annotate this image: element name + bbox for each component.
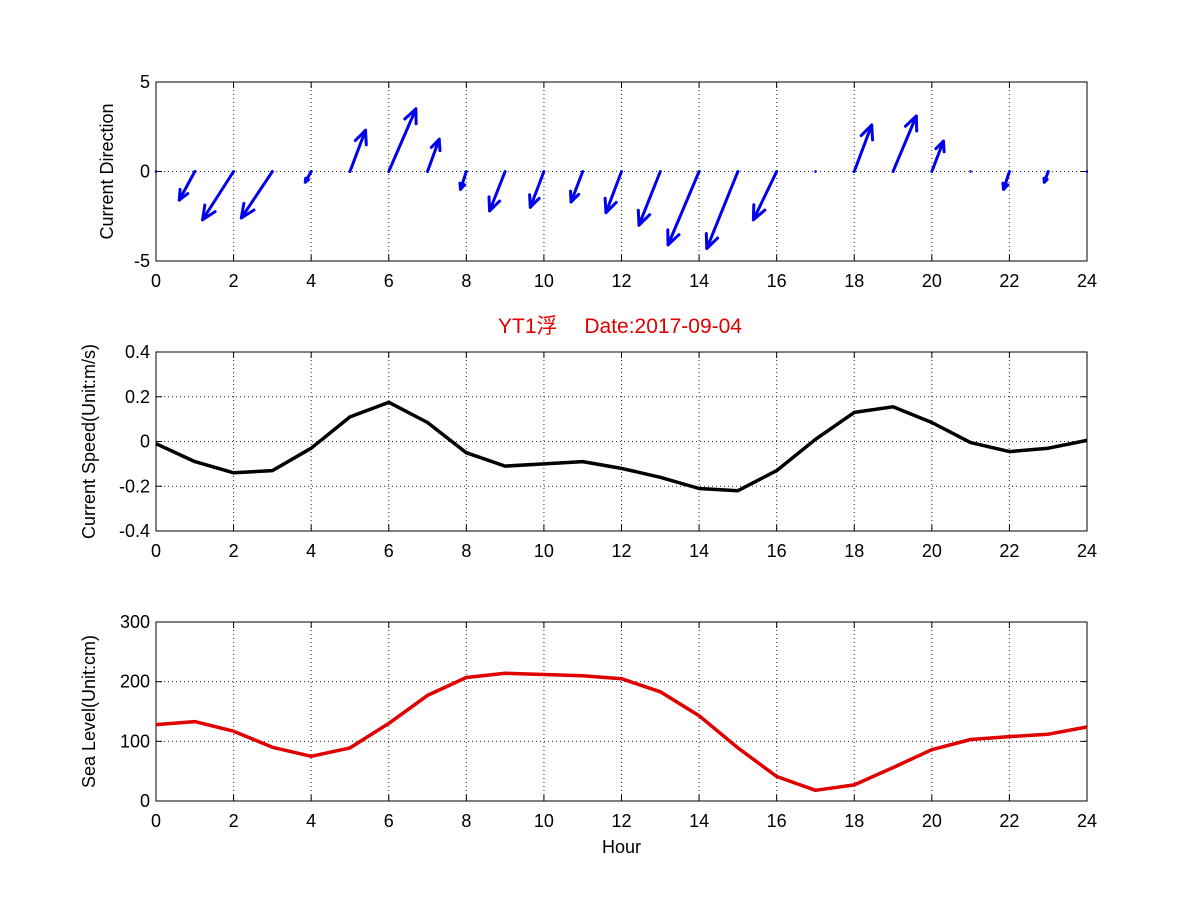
- y-tick-label: 300: [120, 612, 150, 632]
- current-vector: [930, 139, 946, 173]
- current-vector: [569, 170, 585, 204]
- y-tick-label: 0: [140, 432, 150, 452]
- x-tick-label: 6: [384, 271, 394, 291]
- speed-panel: 0 2 4 6 8 10 12 14 16 18 20 22 24-0.4-0.200.20.4Curr…: [79, 342, 1097, 561]
- x-tick-label: 10: [534, 541, 554, 561]
- x-tick-label: 20: [922, 271, 942, 291]
- x-tick-label: 6: [384, 541, 394, 561]
- y-tick-label: 0.4: [125, 342, 150, 362]
- x-tick-label: 16: [767, 811, 787, 831]
- x-tick-label: 12: [611, 271, 631, 291]
- y-tick-label: 100: [120, 731, 150, 751]
- x-tick-label: 8: [461, 811, 471, 831]
- current-vector: [528, 170, 546, 209]
- x-tick-label: 22: [999, 811, 1019, 831]
- current-vector: [891, 114, 919, 173]
- current-vector: [177, 170, 197, 202]
- current-vector: [239, 170, 274, 220]
- x-tick-label: 22: [999, 541, 1019, 561]
- x-tick-label: 14: [689, 811, 709, 831]
- x-tick-label: 24: [1077, 541, 1097, 561]
- y-tick-label: 5: [140, 72, 150, 92]
- x-tick-label: 14: [689, 541, 709, 561]
- x-tick-label: 8: [461, 541, 471, 561]
- x-tick-label: 22: [999, 271, 1019, 291]
- x-tick-label: 12: [611, 811, 631, 831]
- y-tick-label: 0: [140, 791, 150, 811]
- x-tick-label: 20: [922, 811, 942, 831]
- current-vector: [751, 170, 779, 222]
- current-vector: [387, 107, 418, 173]
- current-vector: [426, 137, 442, 173]
- x-tick-label: 8: [461, 271, 471, 291]
- x-tick-label: 18: [844, 271, 864, 291]
- x-tick-label: 16: [767, 541, 787, 561]
- axes-box: [155, 351, 1088, 532]
- x-axis-label: Hour: [602, 837, 641, 857]
- x-tick-label: 10: [534, 811, 554, 831]
- x-tick-label: 16: [767, 271, 787, 291]
- x-tick-label: 0: [151, 541, 161, 561]
- current-vector: [201, 170, 236, 222]
- current-vector: [666, 170, 701, 247]
- current-vector: [852, 123, 875, 173]
- y-tick-label: 0: [140, 162, 150, 182]
- axes-box: [155, 621, 1088, 802]
- y-tick-label: -0.4: [119, 521, 150, 541]
- x-tick-label: 6: [384, 811, 394, 831]
- figure-title: YT1浮 Date:2017-09-04: [498, 315, 742, 338]
- current-vector: [1001, 170, 1011, 191]
- current-vector: [636, 170, 662, 227]
- x-tick-label: 18: [844, 541, 864, 561]
- current-vector: [487, 170, 507, 213]
- current-vector: [348, 128, 368, 173]
- y-tick-label: -5: [134, 251, 150, 271]
- x-tick-label: 2: [229, 271, 239, 291]
- x-tick-label: 0: [151, 811, 161, 831]
- x-tick-label: 4: [306, 271, 316, 291]
- x-tick-label: 0: [151, 271, 161, 291]
- x-tick-label: 4: [306, 541, 316, 561]
- current-vector: [458, 170, 468, 191]
- y-axis-label: Sea Level(Unit:cm): [79, 635, 99, 788]
- x-tick-label: 24: [1077, 271, 1097, 291]
- current-vector: [704, 170, 740, 250]
- current-vector: [603, 170, 623, 215]
- x-tick-label: 14: [689, 271, 709, 291]
- x-tick-label: 18: [844, 811, 864, 831]
- x-tick-label: 10: [534, 271, 554, 291]
- x-tick-label: 4: [306, 811, 316, 831]
- x-tick-label: 2: [229, 811, 239, 831]
- y-axis-label: Current Speed(Unit:m/s): [79, 344, 99, 539]
- x-tick-label: 12: [611, 541, 631, 561]
- x-tick-label: 20: [922, 541, 942, 561]
- y-tick-label: 200: [120, 672, 150, 692]
- current-vector: [1042, 170, 1050, 184]
- y-axis-label: Current Direction: [97, 103, 117, 239]
- current-vector: [303, 170, 313, 184]
- x-tick-label: 2: [229, 541, 239, 561]
- x-tick-label: 24: [1077, 811, 1097, 831]
- y-tick-label: -0.2: [119, 476, 150, 496]
- y-tick-label: 0.2: [125, 387, 150, 407]
